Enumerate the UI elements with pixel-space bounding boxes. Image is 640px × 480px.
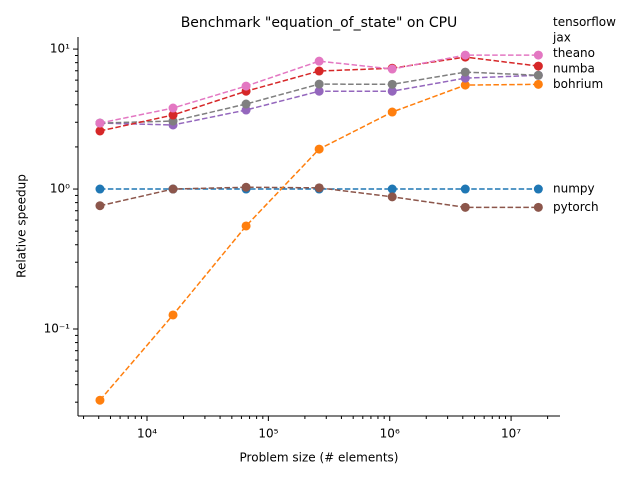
data-point [95,126,105,136]
data-point [533,184,543,194]
data-point [314,79,324,89]
data-point [95,395,105,405]
x-tick-label: 10⁴ [137,427,157,441]
data-point [168,110,178,120]
data-point [387,86,397,96]
data-point [533,70,543,80]
data-point [241,99,251,109]
data-point [95,184,105,194]
x-tick-label: 10⁷ [501,427,521,441]
y-tick-label: 10⁰ [50,182,70,196]
data-point [533,79,543,89]
data-point [314,144,324,154]
y-axis-label: Relative speedup [15,174,29,278]
data-point [533,50,543,60]
data-point [168,310,178,320]
series-label: jax [552,30,571,44]
data-point [387,184,397,194]
series-label: numpy [553,182,595,196]
x-tick-label: 10⁵ [258,427,278,441]
data-point [314,66,324,76]
series-label: tensorflow [553,15,616,29]
x-tick-label: 10⁶ [380,427,400,441]
data-point [387,64,397,74]
series-label: bohrium [553,77,603,91]
data-point [460,184,470,194]
y-tick-label: 10¹ [50,42,70,56]
series-label: numba [553,61,595,75]
data-point [460,202,470,212]
data-point [168,103,178,113]
data-point [241,81,251,91]
data-point [460,80,470,90]
data-point [387,107,397,117]
data-point [533,202,543,212]
data-point [95,118,105,128]
data-point [387,192,397,202]
series-line [99,83,539,401]
y-tick-label: 10⁻¹ [44,322,71,336]
data-point [241,182,251,192]
data-point [95,201,105,211]
data-point [460,67,470,77]
data-point [314,183,324,193]
data-point [314,56,324,66]
data-point [387,79,397,89]
data-point [460,50,470,60]
chart-title: Benchmark "equation_of_state" on CPU [181,15,458,31]
data-point [314,86,324,96]
data-point [241,221,251,231]
series-label: pytorch [553,200,599,214]
data-point [168,184,178,194]
data-point [533,61,543,71]
series-label: theano [553,46,595,60]
x-axis-label: Problem size (# elements) [240,451,399,465]
